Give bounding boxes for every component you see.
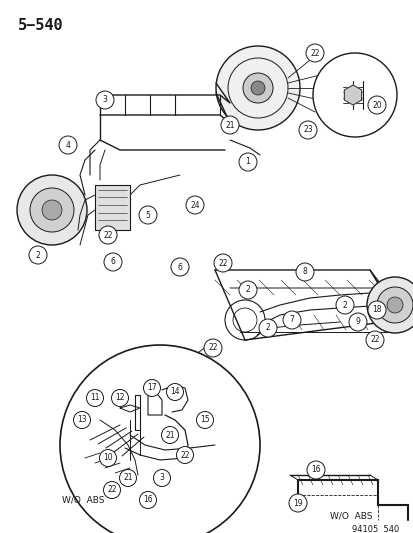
Circle shape	[214, 254, 231, 272]
Circle shape	[335, 296, 353, 314]
Text: 20: 20	[371, 101, 381, 109]
Circle shape	[99, 449, 116, 466]
Circle shape	[306, 461, 324, 479]
Circle shape	[365, 331, 383, 349]
Text: 21: 21	[225, 120, 234, 130]
Circle shape	[312, 53, 396, 137]
Circle shape	[376, 287, 412, 323]
Text: 22: 22	[103, 230, 112, 239]
Text: 2: 2	[245, 286, 250, 295]
Text: 5−540: 5−540	[18, 18, 64, 33]
Circle shape	[259, 319, 276, 337]
Circle shape	[86, 390, 103, 407]
Text: 16: 16	[311, 465, 320, 474]
Circle shape	[30, 188, 74, 232]
Circle shape	[282, 311, 300, 329]
Text: W/O  ABS: W/O ABS	[62, 496, 104, 505]
Text: 18: 18	[371, 305, 381, 314]
Text: 12: 12	[115, 393, 124, 402]
Circle shape	[238, 153, 256, 171]
Circle shape	[59, 136, 77, 154]
Circle shape	[99, 226, 117, 244]
Circle shape	[96, 91, 114, 109]
Text: 22: 22	[369, 335, 379, 344]
Text: 4: 4	[65, 141, 70, 149]
Text: 22: 22	[208, 343, 217, 352]
Text: 10: 10	[103, 454, 112, 463]
Circle shape	[196, 411, 213, 429]
Text: 3: 3	[159, 473, 164, 482]
Text: 7: 7	[289, 316, 294, 325]
Circle shape	[139, 491, 156, 508]
Circle shape	[242, 73, 272, 103]
Circle shape	[139, 206, 157, 224]
Circle shape	[216, 46, 299, 130]
Circle shape	[298, 121, 316, 139]
Text: 22: 22	[180, 450, 189, 459]
Text: 2: 2	[36, 251, 40, 260]
Circle shape	[367, 96, 385, 114]
Circle shape	[166, 384, 183, 400]
Circle shape	[348, 313, 366, 331]
Text: 2: 2	[265, 324, 270, 333]
Text: 22: 22	[218, 259, 227, 268]
Polygon shape	[344, 85, 361, 105]
Text: W/O  ABS: W/O ABS	[329, 512, 372, 521]
Circle shape	[161, 426, 178, 443]
Circle shape	[288, 494, 306, 512]
Text: 22: 22	[309, 49, 319, 58]
Text: 19: 19	[292, 498, 302, 507]
Text: 3: 3	[102, 95, 107, 104]
Circle shape	[305, 44, 323, 62]
Text: 22: 22	[107, 486, 116, 495]
Text: 17: 17	[147, 384, 157, 392]
Circle shape	[176, 447, 193, 464]
Text: 2: 2	[342, 301, 347, 310]
Text: 14: 14	[170, 387, 179, 397]
Text: 24: 24	[190, 200, 199, 209]
Text: 5: 5	[145, 211, 150, 220]
Text: 94105  540: 94105 540	[351, 526, 398, 533]
Circle shape	[42, 200, 62, 220]
Circle shape	[103, 481, 120, 498]
Text: 21: 21	[123, 473, 133, 482]
Circle shape	[119, 470, 136, 487]
Circle shape	[153, 470, 170, 487]
Text: 6: 6	[110, 257, 115, 266]
Text: 11: 11	[90, 393, 100, 402]
Circle shape	[185, 196, 204, 214]
Circle shape	[74, 411, 90, 429]
Circle shape	[367, 301, 385, 319]
Circle shape	[386, 297, 402, 313]
Text: 13: 13	[77, 416, 87, 424]
Text: 23: 23	[302, 125, 312, 134]
Circle shape	[204, 339, 221, 357]
Text: 9: 9	[355, 318, 360, 327]
Circle shape	[60, 345, 259, 533]
Circle shape	[17, 175, 87, 245]
Circle shape	[366, 277, 413, 333]
Text: 16: 16	[143, 496, 152, 505]
Text: 6: 6	[177, 262, 182, 271]
Circle shape	[238, 281, 256, 299]
Text: 15: 15	[200, 416, 209, 424]
Circle shape	[143, 379, 160, 397]
Circle shape	[111, 390, 128, 407]
Circle shape	[295, 263, 313, 281]
Bar	[95, 185, 130, 230]
Circle shape	[104, 253, 122, 271]
Circle shape	[171, 258, 189, 276]
Circle shape	[250, 81, 264, 95]
Circle shape	[29, 246, 47, 264]
Text: 21: 21	[165, 431, 174, 440]
Circle shape	[221, 116, 238, 134]
Text: 1: 1	[245, 157, 250, 166]
Text: 8: 8	[302, 268, 306, 277]
